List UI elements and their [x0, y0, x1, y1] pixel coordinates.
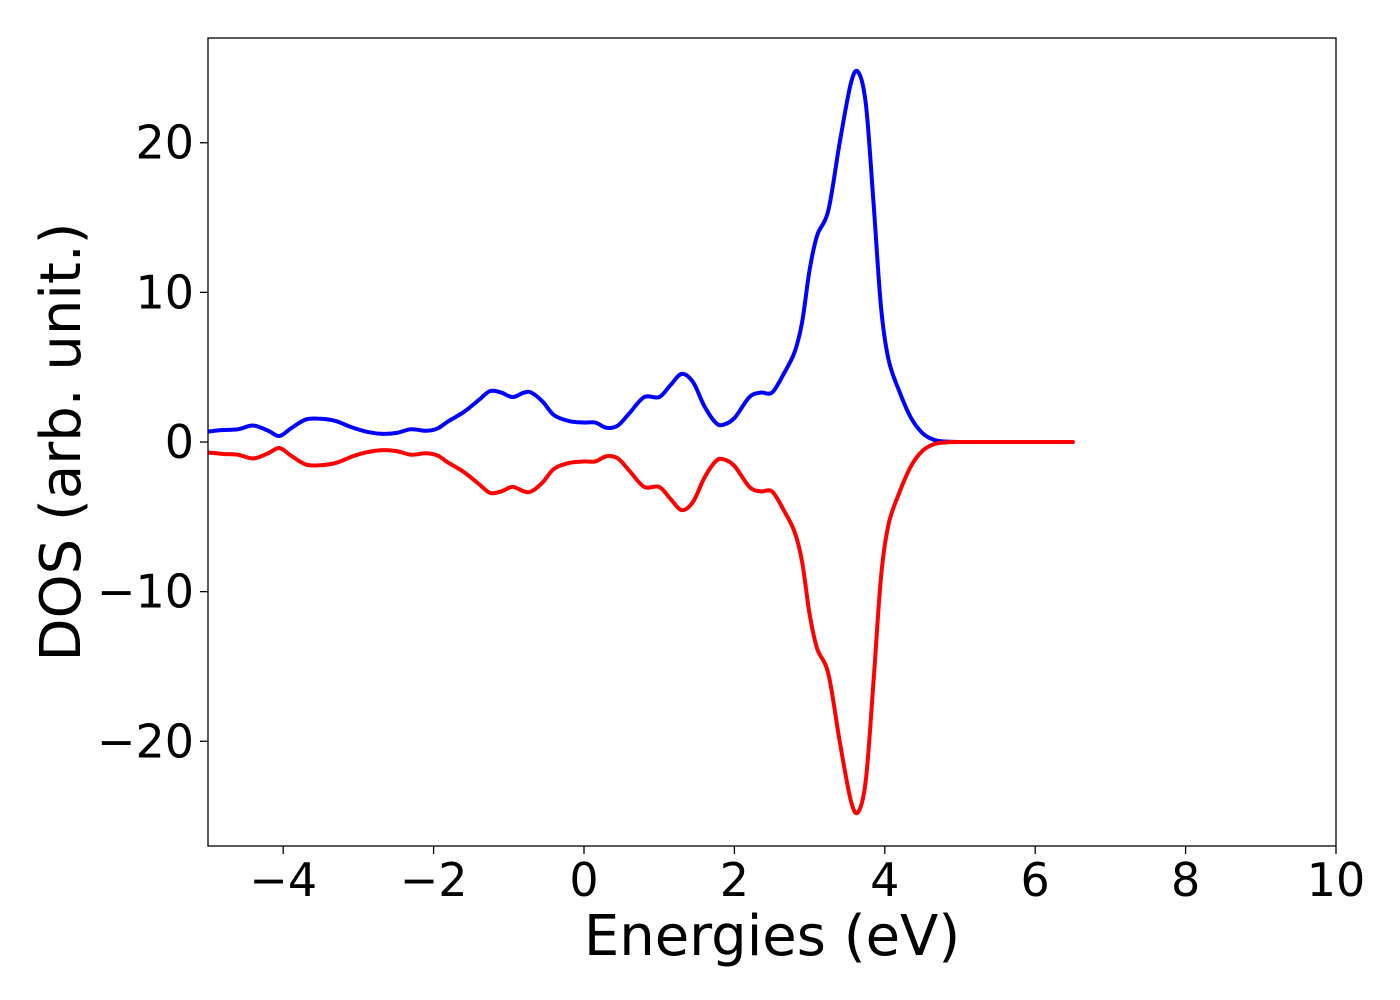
x-tick-label: −4 — [249, 853, 317, 907]
x-tick-label: −2 — [400, 853, 468, 907]
series-layer — [208, 68, 1075, 816]
x-axis-ticks: −4 −2 0 2 4 6 8 10 — [249, 846, 1365, 907]
x-tick-label: 6 — [1021, 853, 1050, 907]
x-tick-label: 10 — [1307, 853, 1366, 907]
y-tick-label: −10 — [97, 565, 194, 619]
dos-series-down-line — [208, 439, 1075, 816]
x-axis-label: Energies (eV) — [584, 904, 960, 969]
x-tick-label: 8 — [1171, 853, 1200, 907]
y-tick-label: 20 — [135, 116, 194, 170]
y-tick-label: −20 — [97, 714, 194, 768]
dos-series-up-line — [208, 68, 1075, 445]
y-axis-label: DOS (arb. unit.) — [29, 222, 94, 661]
y-tick-label: 0 — [165, 415, 194, 469]
x-tick-label: 2 — [720, 853, 749, 907]
y-axis-ticks: −20 −10 0 10 20 — [97, 116, 208, 768]
y-tick-label: 10 — [135, 265, 194, 319]
x-tick-label: 4 — [870, 853, 899, 907]
x-tick-label: 0 — [569, 853, 598, 907]
